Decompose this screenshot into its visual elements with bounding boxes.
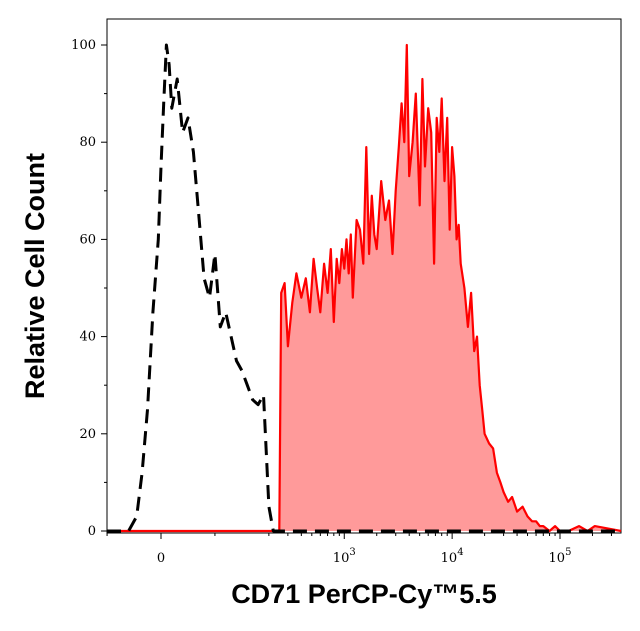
y-tick-label: 60 bbox=[79, 232, 96, 247]
x-tick-label: 103 bbox=[333, 547, 356, 566]
y-tick-label: 100 bbox=[71, 38, 96, 53]
y-tick-labels: 0 20 40 60 80 100 bbox=[71, 38, 96, 539]
x-tick-label: 0 bbox=[157, 551, 165, 566]
x-tick-label: 104 bbox=[441, 547, 464, 566]
y-axis-title: Relative Cell Count bbox=[20, 153, 50, 399]
x-tick-label-exponent: 3 bbox=[349, 547, 355, 558]
x-tick-labels: 0 103 104 105 bbox=[157, 547, 572, 566]
axis-ticks bbox=[101, 44, 612, 539]
x-tick-label-base: 10 bbox=[441, 551, 458, 566]
control-histogram bbox=[107, 43, 621, 533]
sample-histogram bbox=[107, 43, 622, 533]
x-axis-title: CD71 PerCP-Cy™5.5 bbox=[231, 579, 497, 609]
x-tick-label-base: 10 bbox=[333, 551, 350, 566]
control-histogram-line bbox=[107, 43, 621, 533]
x-tick-label-exponent: 5 bbox=[565, 547, 571, 558]
y-tick-label: 40 bbox=[79, 330, 96, 345]
y-tick-label: 20 bbox=[79, 427, 96, 442]
plot-frame bbox=[106, 18, 622, 534]
sample-histogram-fill bbox=[279, 45, 621, 531]
x-tick-label: 105 bbox=[549, 547, 572, 566]
y-tick-label: 0 bbox=[88, 524, 96, 539]
x-tick-label-base: 0 bbox=[157, 551, 165, 566]
x-tick-label-exponent: 4 bbox=[457, 547, 463, 558]
x-tick-label-base: 10 bbox=[549, 551, 566, 566]
y-tick-label: 80 bbox=[79, 135, 96, 150]
sample-histogram-line bbox=[107, 43, 622, 533]
